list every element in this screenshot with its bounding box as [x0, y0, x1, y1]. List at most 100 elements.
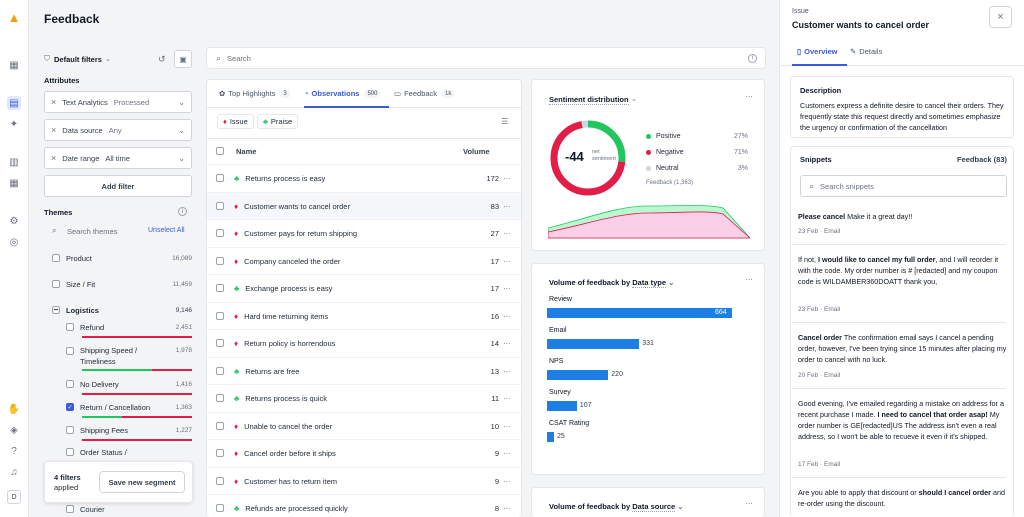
theme-checkbox-partial[interactable]: [52, 306, 60, 314]
bar[interactable]: [547, 401, 577, 411]
more-icon[interactable]: ···: [745, 499, 753, 508]
row-checkbox[interactable]: [216, 257, 224, 265]
bar[interactable]: [547, 308, 732, 318]
table-row[interactable]: ♦ Unable to cancel the order 10 ···: [207, 412, 521, 439]
search-themes-input[interactable]: Search themes: [67, 227, 118, 236]
row-checkbox[interactable]: [216, 339, 224, 347]
history-icon[interactable]: ↺: [158, 53, 166, 64]
bar[interactable]: [547, 339, 640, 349]
search-snippets-input[interactable]: Search snippets: [820, 181, 874, 191]
more-icon[interactable]: ···: [503, 448, 511, 458]
add-filter-button[interactable]: Add filter: [44, 175, 192, 197]
more-icon[interactable]: ···: [503, 503, 511, 513]
info-icon[interactable]: i: [178, 207, 187, 216]
filter-data-source[interactable]: × Data source Any ⌄: [44, 119, 192, 141]
row-checkbox[interactable]: [216, 422, 224, 430]
theme-checkbox[interactable]: [66, 426, 74, 434]
more-icon[interactable]: ···: [745, 275, 753, 284]
app-logo[interactable]: ▲: [7, 9, 21, 25]
table-row[interactable]: ♣ Refunds are processed quickly 8 ···: [207, 494, 521, 517]
settings-sliders-icon[interactable]: ⚙: [9, 215, 19, 227]
chart-icon[interactable]: ▥: [9, 156, 19, 168]
theme-checkbox[interactable]: [66, 347, 74, 355]
table-row[interactable]: ♦ Customer wants to cancel order 83 ···: [207, 192, 521, 219]
sentiment-title[interactable]: Sentiment distribution: [549, 95, 629, 105]
table-row[interactable]: ♣ Returns process is quick 11 ···: [207, 384, 521, 411]
remove-filter-icon[interactable]: ×: [51, 125, 57, 135]
row-checkbox[interactable]: [216, 202, 224, 210]
theme-item[interactable]: Product 16,089: [44, 250, 200, 266]
table-row[interactable]: ♦ Cancel order before it ships 9 ···: [207, 439, 521, 466]
theme-item[interactable]: No Delivery 1,416: [44, 376, 200, 392]
info-icon[interactable]: i: [748, 53, 757, 63]
row-checkbox[interactable]: [216, 367, 224, 375]
more-icon[interactable]: ···: [745, 92, 753, 101]
more-icon[interactable]: ···: [503, 338, 511, 348]
column-name-header[interactable]: Name: [236, 146, 257, 156]
row-checkbox[interactable]: [216, 394, 224, 402]
theme-item[interactable]: Size / Fit 11,459: [44, 276, 200, 292]
theme-item[interactable]: ✓ Return / Cancellation 1,363: [44, 399, 200, 415]
dashboard-icon[interactable]: ▦: [9, 59, 19, 71]
default-filters-dropdown[interactable]: Default filters: [54, 54, 102, 64]
save-segment-button[interactable]: Save new segment: [99, 471, 185, 493]
more-icon[interactable]: ···: [503, 393, 511, 403]
search-input[interactable]: Search: [227, 53, 251, 63]
theme-checkbox[interactable]: [66, 323, 74, 331]
theme-item[interactable]: Shipping Speed / Timeliness 1,978: [44, 345, 200, 367]
row-checkbox[interactable]: [216, 312, 224, 320]
more-icon[interactable]: ···: [503, 311, 511, 321]
table-row[interactable]: ♦ Customer pays for return shipping 27 ···: [207, 219, 521, 246]
issue-chip[interactable]: ♦ Issue: [217, 114, 254, 129]
bar[interactable]: [547, 370, 609, 380]
more-icon[interactable]: ···: [503, 201, 511, 211]
theme-checkbox[interactable]: [52, 254, 60, 262]
bell-icon[interactable]: ♫: [10, 466, 18, 478]
theme-item[interactable]: Courier: [44, 501, 200, 517]
tab-top-highlights[interactable]: ✿ Top Highlights 3: [219, 89, 290, 98]
theme-checkbox[interactable]: [66, 448, 74, 456]
tab-feedback[interactable]: ▭ Feedback 1k: [394, 89, 455, 98]
title-field-dropdown[interactable]: Data type: [632, 278, 666, 288]
table-row[interactable]: ♣ Returns are free 13 ···: [207, 357, 521, 384]
praise-chip[interactable]: ♣ Praise: [257, 114, 299, 129]
collapse-panel-button[interactable]: ▣: [174, 50, 192, 68]
bar[interactable]: [547, 432, 554, 442]
tab-observations[interactable]: ◔ Observations 500: [304, 89, 381, 98]
more-icon[interactable]: ···: [503, 228, 511, 238]
grid-icon[interactable]: ▦: [9, 177, 19, 189]
theme-checkbox-checked[interactable]: ✓: [66, 403, 74, 411]
avatar[interactable]: D: [7, 490, 21, 504]
remove-filter-icon[interactable]: ×: [51, 153, 57, 163]
row-checkbox[interactable]: [216, 477, 224, 485]
more-icon[interactable]: ···: [503, 256, 511, 266]
feedback-icon[interactable]: ▤: [7, 96, 21, 110]
filter-text-analytics[interactable]: × Text Analytics Processed ⌄: [44, 91, 192, 113]
search-snippets-field[interactable]: ⌕ Search snippets: [800, 175, 1007, 197]
more-icon[interactable]: ···: [503, 283, 511, 293]
search-bar[interactable]: ⌕ Search i: [206, 47, 766, 69]
hand-icon[interactable]: ✋: [7, 403, 21, 415]
sparkle-icon[interactable]: ✦: [9, 118, 19, 130]
tab-overview[interactable]: ▯ Overview: [797, 47, 838, 56]
more-icon[interactable]: ···: [503, 421, 511, 431]
more-icon[interactable]: ···: [503, 476, 511, 486]
help-icon[interactable]: ?: [11, 445, 17, 457]
row-checkbox[interactable]: [216, 174, 224, 182]
sort-icon[interactable]: ☰: [501, 117, 509, 126]
theme-item[interactable]: Logistics 9,146: [44, 302, 200, 318]
remove-filter-icon[interactable]: ×: [51, 97, 57, 107]
row-checkbox[interactable]: [216, 449, 224, 457]
more-icon[interactable]: ···: [503, 173, 511, 183]
row-checkbox[interactable]: [216, 504, 224, 512]
table-row[interactable]: ♣ Exchange process is easy 17 ···: [207, 274, 521, 301]
select-all-checkbox[interactable]: [216, 147, 224, 155]
close-button[interactable]: ×: [989, 6, 1012, 28]
table-row[interactable]: ♦ Hard time returning items 16 ···: [207, 302, 521, 329]
integration-icon[interactable]: ◎: [9, 236, 19, 248]
unselect-all-link[interactable]: Unselect All: [148, 227, 185, 234]
table-row[interactable]: ♦ Return policy is horrendous 14 ···: [207, 329, 521, 356]
filter-date-range[interactable]: × Date range All time ⌄: [44, 147, 192, 169]
theme-item[interactable]: Shipping Fees 1,227: [44, 422, 200, 438]
column-volume-header[interactable]: Volume: [463, 146, 490, 156]
